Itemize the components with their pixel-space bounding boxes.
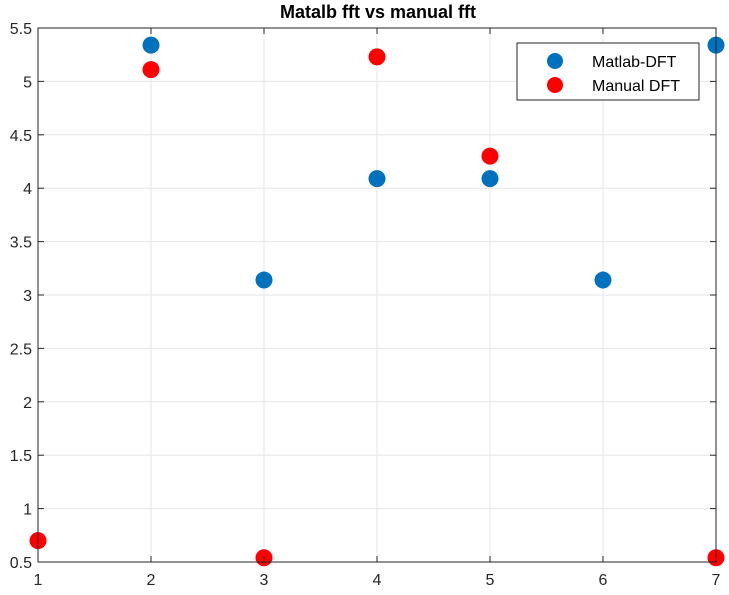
grid-lines [37, 27, 717, 563]
y-tick-label: 2 [23, 395, 32, 412]
x-tick-label: 5 [486, 572, 495, 589]
legend-label-manual-dft: Manual DFT [592, 78, 680, 95]
data-point-matlab-dft [481, 170, 499, 188]
x-tick-label: 1 [34, 572, 43, 589]
data-point-matlab-dft [368, 170, 386, 188]
legend-label-matlab-dft: Matlab-DFT [592, 54, 677, 71]
y-tick-label: 5.5 [10, 21, 32, 38]
y-tick-label: 5 [23, 74, 32, 91]
y-tick-label: 2.5 [10, 341, 32, 358]
legend-marker-manual-dft [547, 77, 563, 93]
data-point-manual-dft [481, 147, 499, 165]
chart-title: Matalb fft vs manual fft [280, 2, 476, 22]
legend: Matlab-DFT Manual DFT [516, 42, 700, 101]
y-tick-label: 4 [23, 181, 32, 198]
legend-box [516, 42, 700, 101]
y-tick-label: 4.5 [10, 128, 32, 145]
y-tick-label: 1 [23, 502, 32, 519]
y-tick-label: 0.5 [10, 555, 32, 572]
y-tick-label: 3 [23, 288, 32, 305]
x-tick-label: 4 [373, 572, 382, 589]
data-points [29, 36, 725, 567]
x-tick-label: 2 [147, 572, 156, 589]
data-point-matlab-dft [594, 271, 612, 289]
data-point-manual-dft [142, 61, 160, 79]
legend-marker-matlab-dft [547, 53, 563, 69]
data-point-manual-dft [368, 48, 386, 66]
y-tick-label: 3.5 [10, 235, 32, 252]
data-point-matlab-dft [142, 36, 160, 54]
axis-ticks: 1 2 3 4 5 6 70.511.522.533.544.555.5 [10, 21, 721, 589]
x-tick-label: 3 [260, 572, 269, 589]
data-point-matlab-dft [255, 271, 273, 289]
x-tick-label: 7 [712, 572, 721, 589]
y-tick-label: 1.5 [10, 448, 32, 465]
x-tick-label: 6 [599, 572, 608, 589]
